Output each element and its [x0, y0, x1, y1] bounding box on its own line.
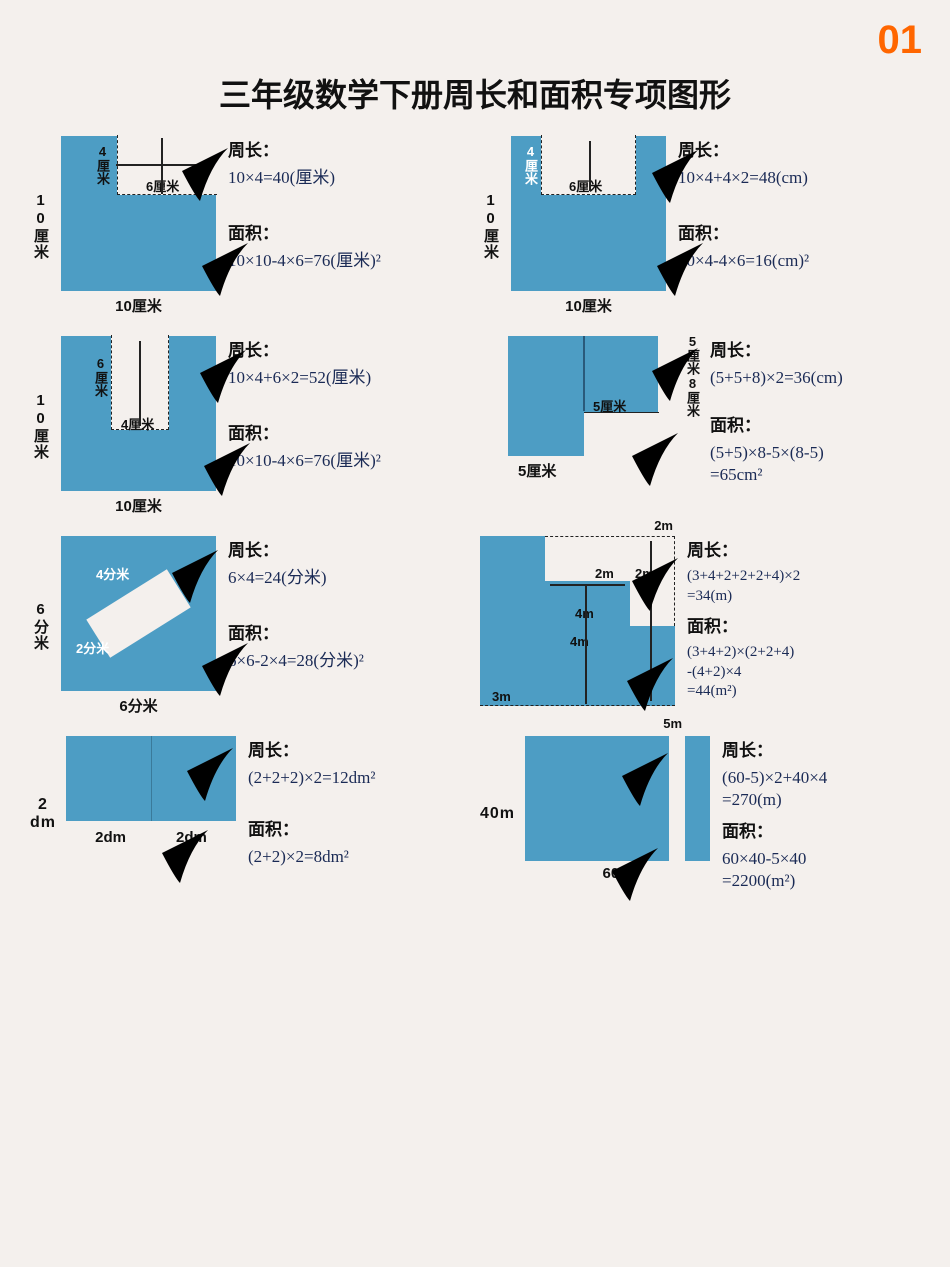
- area-label: 面积：: [248, 815, 470, 840]
- problem-5: 6分米 4分米 2分米 6分米 周长： 6×4=24(分米) 面积： 6×6-2…: [30, 536, 470, 716]
- area-label: 面积：: [228, 619, 470, 644]
- answers: 周长： 10×4=40(厘米) 面积： 10×10-4×6=76(厘米)²: [224, 136, 470, 272]
- answers: 周长： (3+4+2+2+2+4)×2 =34(m) 面积： (3+4+2)×(…: [683, 536, 920, 702]
- perimeter-answer: (3+4+2+2+2+4)×2 =34(m): [687, 567, 920, 606]
- problem-8: 40m 5m 60m 周长： (60-5)×2+40×4 =270(m) 面积：…: [480, 736, 920, 892]
- answers: 周长： (60-5)×2+40×4 =270(m) 面积： 60×40-5×40…: [718, 736, 920, 892]
- shape-col: 6厘米 4厘米 10厘米: [61, 336, 216, 516]
- area-label: 面积：: [678, 219, 920, 244]
- dim-bottom-a: 2dm: [95, 829, 126, 846]
- answers: 周长： (2+2+2)×2=12dm² 面积： (2+2)×2=8dm²: [244, 736, 470, 868]
- area-label: 面积：: [228, 419, 470, 444]
- dim: 2m: [595, 566, 614, 581]
- perimeter-answer: 10×4+4×2=48(cm): [678, 167, 920, 189]
- shape-col: 2dm 2dm: [66, 736, 236, 846]
- dim: 8厘米: [683, 376, 702, 417]
- dim: 6厘米: [146, 176, 179, 195]
- problem-6: 2m 2m 2m 4m 4m 3m 周长： (3+4+2+2+2+4)×2 =3…: [480, 536, 920, 716]
- dim: 2分米: [76, 638, 109, 657]
- area-answer: (5+5)×8-5×(8-5) =65cm²: [710, 442, 920, 486]
- shape: [66, 736, 236, 821]
- area-label: 面积：: [687, 612, 920, 637]
- area-answer: 10×10-4×6=76(厘米)²: [228, 250, 470, 272]
- shape: 4厘米 6厘米: [61, 136, 216, 291]
- answers: 周长： (5+5+8)×2=36(cm) 面积： (5+5)×8-5×(8-5)…: [706, 336, 920, 486]
- shape: 5厘米: [508, 336, 658, 456]
- answers: 周长： 10×4+6×2=52(厘米) 面积： 10×10-4×6=76(厘米)…: [224, 336, 470, 472]
- answers: 周长： 6×4=24(分米) 面积： 6×6-2×4=28(分米)²: [224, 536, 470, 672]
- area-label: 面积：: [710, 411, 920, 436]
- area-label: 面积：: [228, 219, 470, 244]
- area-label: 面积：: [722, 817, 920, 842]
- shape: 4厘米 6厘米: [511, 136, 666, 291]
- shape: [525, 736, 710, 861]
- perimeter-answer: (60-5)×2+40×4 =270(m): [722, 767, 920, 811]
- problem-4: 5厘米 5厘米 8厘米 5厘米 周长： (5+5+8)×2=36(cm) 面积：…: [480, 336, 920, 516]
- dim: 4厘米: [93, 144, 112, 185]
- dim-top: 5m: [663, 716, 682, 731]
- dim-bottom: 10厘米: [115, 295, 162, 316]
- shape-col: 5厘米 5厘米 8厘米 5厘米: [508, 336, 658, 481]
- problem-2: 10厘米 4厘米 6厘米 10厘米 周长： 10×4+4×2=48(cm) 面积…: [480, 136, 920, 316]
- dim-bottom: 5厘米: [518, 460, 556, 481]
- page-number: 01: [878, 18, 923, 63]
- dim-left: 40m: [480, 805, 515, 823]
- shape: 4分米 2分米: [61, 536, 216, 691]
- dim-bottom-b: 2dm: [176, 829, 207, 846]
- perimeter-answer: (2+2+2)×2=12dm²: [248, 767, 470, 789]
- problem-grid: 10厘米 4厘米 6厘米 10厘米 周长： 10×4=40(厘米) 面积： 10…: [30, 136, 920, 892]
- dim-left: 2 dm: [30, 796, 56, 832]
- shape-col: 4厘米 6厘米 10厘米: [511, 136, 666, 316]
- area-answer: (2+2)×2=8dm²: [248, 846, 470, 868]
- perimeter-label: 周长：: [710, 336, 920, 361]
- perimeter-answer: 6×4=24(分米): [228, 567, 470, 589]
- dim-bottom: 10厘米: [565, 295, 612, 316]
- problem-7: 2 dm 2dm 2dm 周长： (2+2+2)×2=12dm² 面积： (2+…: [30, 736, 470, 892]
- perimeter-answer: 10×4=40(厘米): [228, 167, 470, 189]
- dim-left: 10厘米: [30, 192, 51, 260]
- dim: 4厘米: [121, 414, 154, 433]
- dim: 6厘米: [91, 356, 110, 397]
- problem-3: 10厘米 6厘米 4厘米 10厘米 周长： 10×4+6×2=52(厘米) 面积…: [30, 336, 470, 516]
- perimeter-label: 周长：: [687, 536, 920, 561]
- area-answer: 10×10-4×6=76(厘米)²: [228, 450, 470, 472]
- dim-left: 10厘米: [480, 192, 501, 260]
- shape: 6厘米 4厘米: [61, 336, 216, 491]
- dim-left: 10厘米: [30, 392, 51, 460]
- shape-col: 4厘米 6厘米 10厘米: [61, 136, 216, 316]
- dim: 6厘米: [569, 176, 602, 195]
- dim: 4厘米: [521, 144, 540, 185]
- perimeter-label: 周长：: [678, 136, 920, 161]
- shape-col: 4分米 2分米 6分米: [61, 536, 216, 716]
- perimeter-label: 周长：: [228, 536, 470, 561]
- area-answer: (3+4+2)×(2+2+4) -(4+2)×4 =44(m²): [687, 643, 920, 702]
- area-answer: 60×40-5×40 =2200(m²): [722, 848, 920, 892]
- dim-bottom: 6分米: [119, 695, 157, 716]
- dim-bottom: 10厘米: [115, 495, 162, 516]
- answers: 周长： 10×4+4×2=48(cm) 面积： 10×4-4×6=16(cm)²: [674, 136, 920, 272]
- area-answer: 6×6-2×4=28(分米)²: [228, 650, 470, 672]
- area-answer: 10×4-4×6=16(cm)²: [678, 250, 920, 272]
- perimeter-label: 周长：: [228, 336, 470, 361]
- dim: 5厘米: [683, 334, 702, 375]
- shape-col: 5m 60m: [525, 736, 710, 882]
- perimeter-answer: (5+5+8)×2=36(cm): [710, 367, 920, 389]
- perimeter-label: 周长：: [248, 736, 470, 761]
- dim-left: 6分米: [30, 601, 51, 651]
- dim: 2m: [654, 518, 673, 533]
- dim: 3m: [492, 689, 511, 704]
- page-title: 三年级数学下册周长和面积专项图形: [30, 70, 920, 116]
- problem-1: 10厘米 4厘米 6厘米 10厘米 周长： 10×4=40(厘米) 面积： 10…: [30, 136, 470, 316]
- perimeter-label: 周长：: [228, 136, 470, 161]
- dim: 5厘米: [593, 396, 626, 415]
- dim: 4分米: [96, 564, 129, 583]
- perimeter-answer: 10×4+6×2=52(厘米): [228, 367, 470, 389]
- perimeter-label: 周长：: [722, 736, 920, 761]
- shape-col: 2m 2m 2m 4m 4m 3m: [480, 536, 675, 706]
- dim-bottom: 60m: [603, 865, 633, 882]
